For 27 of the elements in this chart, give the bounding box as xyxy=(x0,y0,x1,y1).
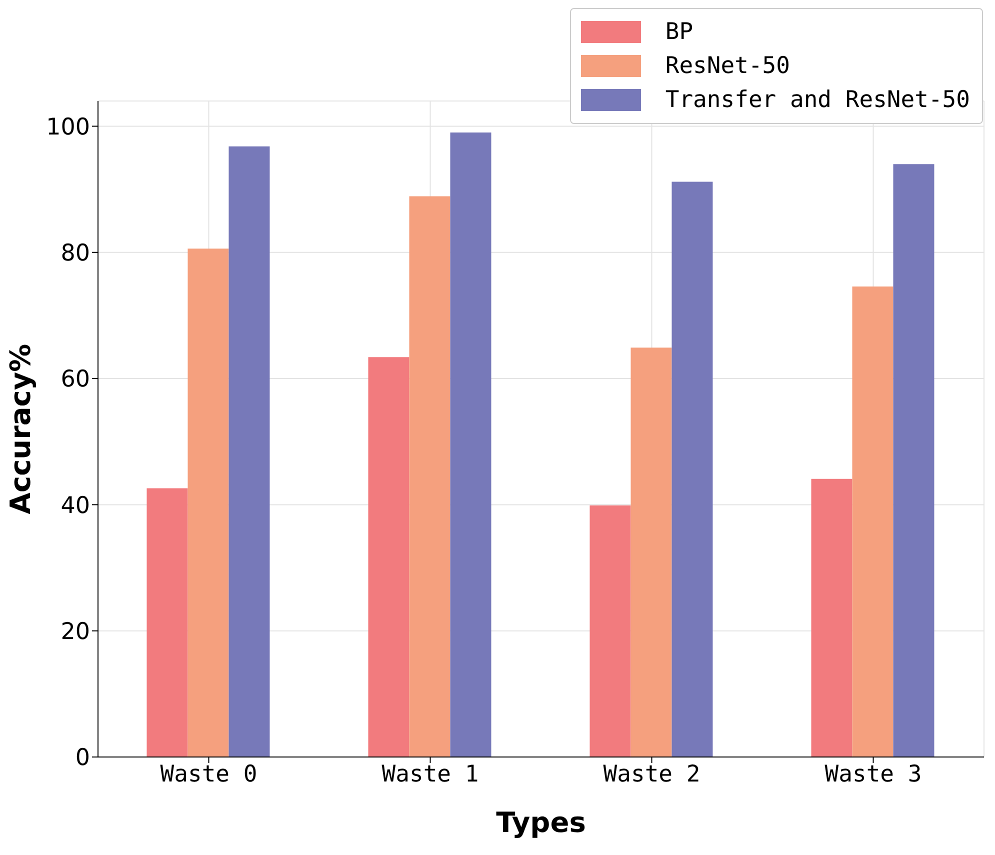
bar xyxy=(409,196,450,757)
bar xyxy=(852,286,894,757)
x-tick-label: Waste 1 xyxy=(382,761,479,788)
y-tick-label: 100 xyxy=(46,114,90,140)
bar xyxy=(450,132,492,757)
bar xyxy=(893,164,934,757)
y-tick-label: 0 xyxy=(75,745,90,772)
x-axis-title: Types xyxy=(496,806,586,839)
bar xyxy=(590,505,631,757)
x-tick-label: Waste 3 xyxy=(824,761,922,788)
x-tick-label: Waste 2 xyxy=(603,761,700,788)
y-tick-label: 40 xyxy=(60,492,90,519)
legend-label: Transfer and ResNet-50 xyxy=(665,87,970,113)
y-axis-title: Accuracy% xyxy=(4,344,37,514)
bar xyxy=(188,248,229,757)
bar xyxy=(146,488,188,757)
bar xyxy=(228,146,270,757)
y-tick-label: 60 xyxy=(60,366,90,393)
x-tick-label: Waste 0 xyxy=(160,761,258,788)
bar xyxy=(811,478,852,757)
bar xyxy=(672,182,713,757)
legend-label: ResNet-50 xyxy=(665,53,790,79)
bar xyxy=(368,357,410,757)
y-tick-label: 20 xyxy=(60,619,90,646)
y-tick-label: 80 xyxy=(60,240,90,267)
legend-label: BP xyxy=(665,19,694,45)
bar xyxy=(630,348,672,757)
